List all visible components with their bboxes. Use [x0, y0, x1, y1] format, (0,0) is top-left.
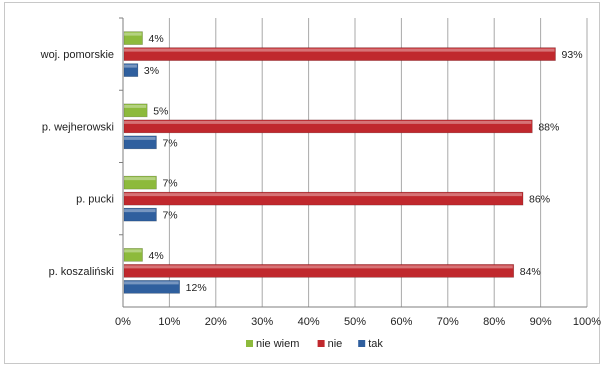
bar-nie-wiem [123, 175, 157, 190]
x-tick-label: 90% [530, 316, 552, 328]
bar-highlight [124, 281, 179, 285]
bar-nie-wiem [123, 31, 143, 45]
category-labels: woj. pomorskie p. wejherowski p. pucki p. k… [40, 49, 114, 278]
bar-highlight [124, 32, 142, 36]
legend-label: nie wiem [256, 338, 299, 350]
x-tick-labels: 0% 10% 20% 30% 40% 50% 60% 70% 80% 90% 100% [115, 316, 601, 328]
legend-label: nie [328, 338, 343, 350]
bar-highlight [124, 104, 147, 108]
bars-group [123, 31, 556, 294]
x-tick-label: 40% [298, 316, 320, 328]
bar-tak [123, 207, 157, 222]
data-label: 4% [149, 33, 164, 45]
x-tick-label: 100% [573, 316, 601, 328]
x-tick-label: 60% [390, 316, 412, 328]
bar-highlight [124, 209, 156, 213]
data-label: 5% [153, 105, 168, 117]
bar-highlight [124, 64, 137, 68]
data-label: 86% [529, 194, 550, 206]
category-label: p. wejherowski [42, 121, 114, 133]
data-label: 7% [162, 137, 177, 149]
x-tick-label: 30% [251, 316, 273, 328]
category-label: p. koszaliński [49, 266, 114, 278]
legend-swatch-nie [317, 340, 325, 347]
bar-nie [123, 119, 533, 134]
grid-lines [168, 18, 588, 307]
data-label: 93% [562, 49, 583, 61]
legend: nie wiem nie tak [246, 338, 383, 350]
data-label: 7% [162, 178, 177, 190]
bar-tak [123, 280, 180, 294]
bar-nie [123, 47, 556, 61]
legend-swatch-tak [358, 340, 366, 347]
bar-nie-wiem [123, 248, 143, 262]
legend-label: tak [368, 338, 383, 350]
bar-tak [123, 135, 157, 150]
x-tick-label: 50% [344, 316, 366, 328]
data-label: 7% [162, 210, 177, 222]
x-tick-label: 80% [483, 316, 505, 328]
bar-highlight [124, 48, 555, 52]
bar-highlight [124, 136, 156, 140]
bar-nie [123, 264, 515, 278]
bar-highlight [124, 120, 532, 124]
bar-nie [123, 191, 524, 206]
bar-tak [123, 63, 139, 77]
legend-swatch-nie-wiem [246, 340, 253, 347]
category-label: p. pucki [76, 194, 114, 206]
category-label: woj. pomorskie [40, 49, 114, 61]
data-labels: 4% 93% 3% 5% 88% 7% 7% 86% 7% 4% 84% 12% [144, 33, 583, 294]
axes [119, 17, 587, 308]
chart-frame [4, 2, 600, 364]
bar-highlight [124, 249, 142, 253]
bar-highlight [124, 177, 156, 181]
data-label: 88% [538, 121, 559, 133]
data-label: 84% [520, 266, 541, 278]
x-tick-label: 10% [158, 316, 180, 328]
bar-highlight [124, 265, 513, 269]
x-tick-label: 0% [115, 316, 131, 328]
data-label: 12% [186, 282, 207, 294]
data-label: 3% [144, 65, 159, 77]
bar-nie-wiem [123, 103, 148, 118]
x-tick-label: 70% [437, 316, 459, 328]
x-tick-label: 20% [205, 316, 227, 328]
bar-highlight [124, 193, 523, 197]
data-label: 4% [149, 250, 164, 262]
